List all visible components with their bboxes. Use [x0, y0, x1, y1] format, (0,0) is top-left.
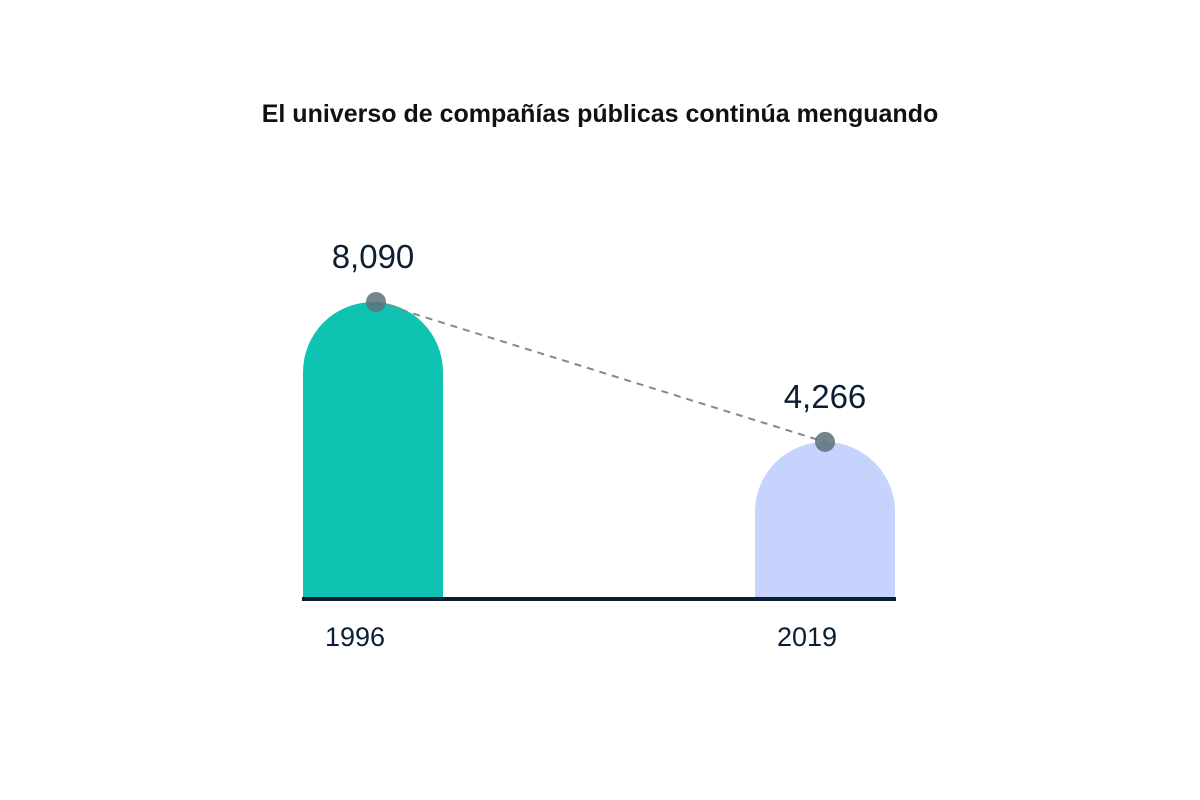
- markers-layer: [366, 292, 835, 452]
- bars-layer: [303, 302, 895, 598]
- value-label-2019: 4,266: [784, 378, 867, 415]
- bar-1996: [303, 302, 443, 598]
- bar-2019: [755, 441, 895, 598]
- trend-line: [375, 301, 826, 443]
- tick-label-1996: 1996: [325, 622, 385, 652]
- point-marker-1996: [366, 292, 386, 312]
- tick-label-2019: 2019: [777, 622, 837, 652]
- chart-title: El universo de compañías públicas contin…: [261, 100, 939, 128]
- point-marker-2019: [815, 431, 835, 452]
- value-label-1996: 8,090: [332, 238, 415, 275]
- labels-layer: 8,090 1996 4,266 2019: [325, 238, 866, 652]
